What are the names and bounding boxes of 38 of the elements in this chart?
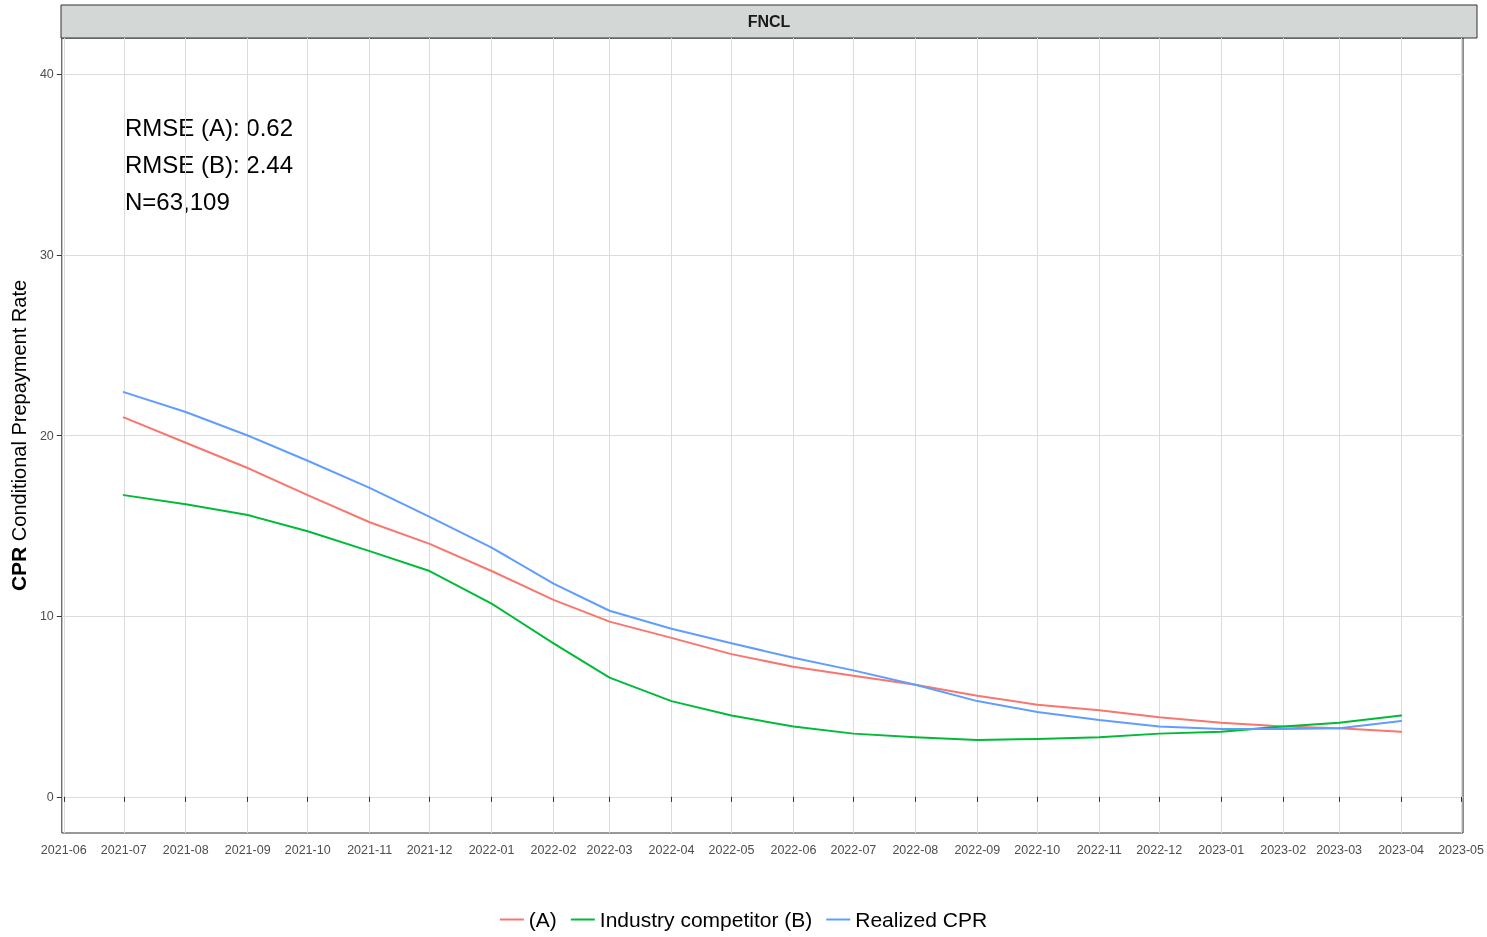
x-tick-label: 2021-08 [162,842,209,857]
legend-label: (A) [528,908,557,931]
x-tick-label: 2022-07 [830,842,877,857]
x-tick-label: 2021-10 [284,842,331,857]
x-tick-label: 2021-09 [224,842,271,857]
x-tick-label: 2023-03 [1316,842,1363,857]
chart-title: FNCL [747,13,791,30]
y-tick-label: 10 [39,609,54,624]
x-tick-label: 2022-04 [648,842,695,857]
x-tick-label: 2022-03 [586,842,633,857]
x-tick-label: 2021-11 [347,842,393,857]
x-tick-label: 2021-06 [40,842,87,857]
line-series [122,494,1403,741]
y-tick-label: 40 [39,67,54,82]
x-tick-label: 2022-08 [892,842,939,857]
x-tick-label: 2022-06 [770,842,817,857]
y-tick-label: 0 [46,789,54,804]
x-tick-label: 2022-09 [954,842,1001,857]
x-tick-label: 2022-12 [1136,842,1183,857]
y-tick-label: 30 [39,247,54,262]
x-tick-label: 2023-04 [1378,842,1425,857]
annotation: RMSE (B): 2.44 [125,150,294,178]
x-tick-label: 2023-01 [1198,842,1245,857]
legend-label: Industry competitor (B) [599,908,813,931]
y-axis-title: CPR Conditional Prepayment Rate [7,279,30,592]
x-tick-label: 2022-10 [1014,842,1061,857]
x-tick-label: 2022-05 [708,842,755,857]
legend-label: Realized CPR [855,908,988,931]
x-tick-label: 2022-11 [1076,842,1122,857]
x-tick-label: 2021-12 [406,842,453,857]
x-tick-label: 2023-05 [1438,842,1485,857]
x-tick-label: 2023-02 [1260,842,1307,857]
x-tick-label: 2021-07 [100,842,147,857]
x-tick-label: 2022-01 [468,842,515,857]
annotation: RMSE (A): 0.62 [125,113,294,141]
y-tick-label: 20 [39,428,54,443]
annotation: N=63,109 [125,187,230,215]
x-tick-label: 2022-02 [530,842,577,857]
